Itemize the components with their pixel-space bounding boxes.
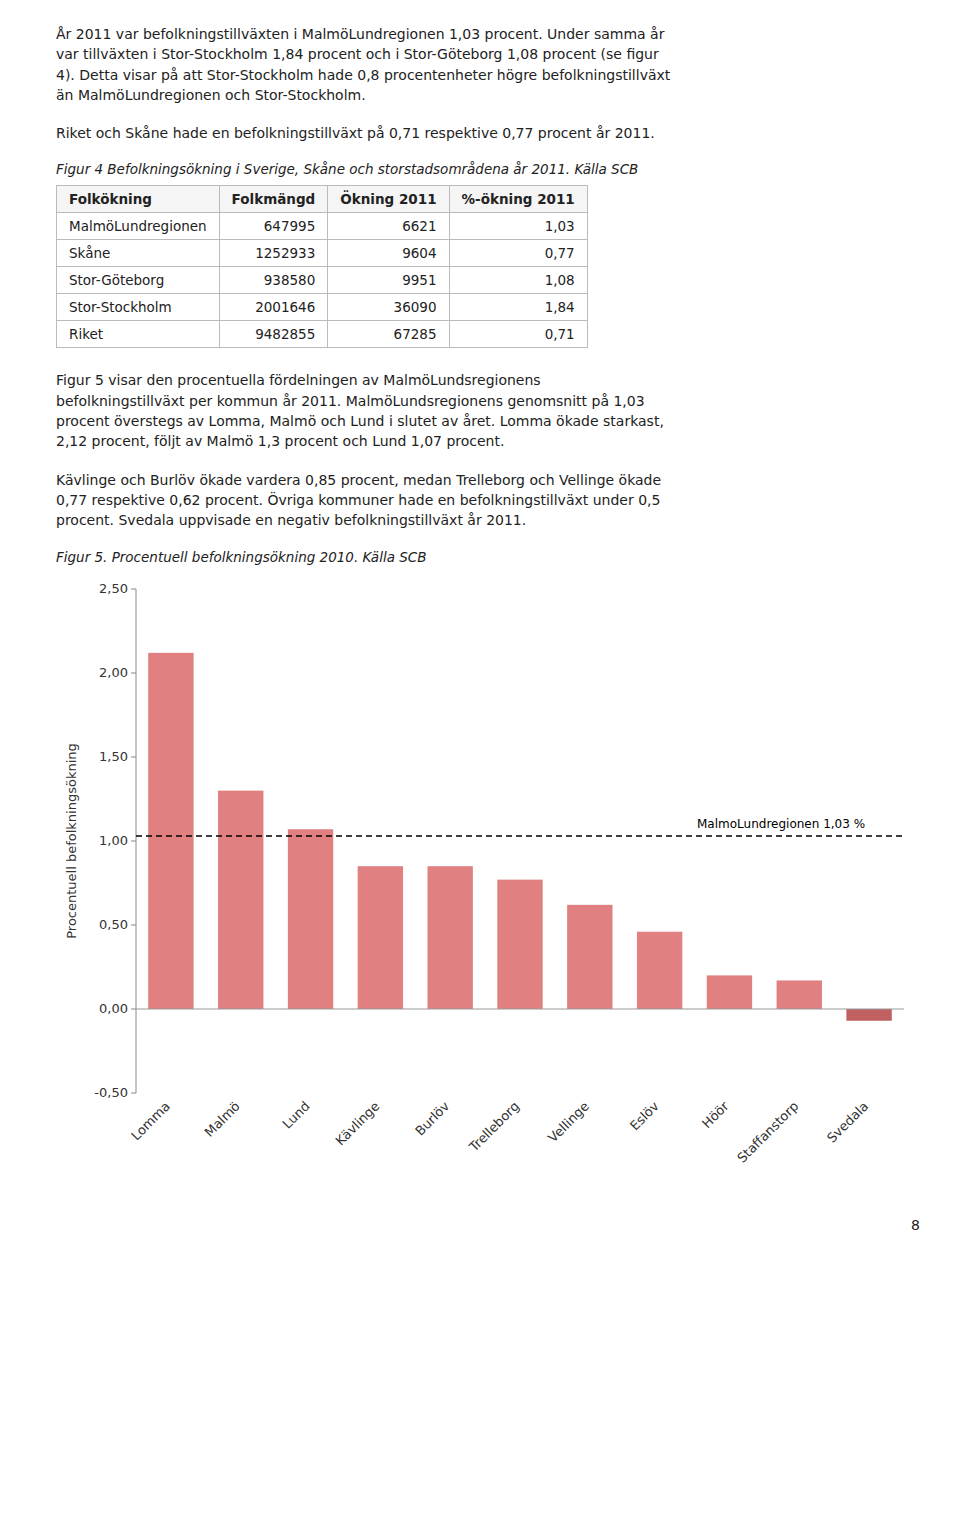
table-cell: MalmöLundregionen bbox=[57, 213, 220, 240]
table-header: %-ökning 2011 bbox=[449, 186, 587, 213]
bar bbox=[707, 975, 752, 1009]
bar bbox=[567, 904, 612, 1008]
x-axis: Lomma Malmö Lund Kävlinge Burlöv Trelleborg Ve… bbox=[128, 1098, 871, 1166]
table-cell: 0,71 bbox=[449, 321, 587, 348]
table-cell: 938580 bbox=[219, 267, 328, 294]
reference-line bbox=[136, 835, 904, 837]
y-axis-line bbox=[136, 589, 137, 1093]
y-tick-label: 0,00 bbox=[99, 1001, 128, 1016]
y-tick bbox=[131, 924, 136, 925]
bar bbox=[288, 829, 333, 1009]
table-cell: 1252933 bbox=[219, 240, 328, 267]
bar bbox=[637, 931, 682, 1008]
table: FolkökningFolkmängdÖkning 2011%-ökning 2… bbox=[56, 185, 588, 348]
table-cell: 67285 bbox=[328, 321, 449, 348]
y-tick-label: 1,50 bbox=[99, 749, 128, 764]
table-cell: 2001646 bbox=[219, 294, 328, 321]
table-cell: Skåne bbox=[57, 240, 220, 267]
bar bbox=[427, 866, 472, 1009]
x-tick-label: Lund bbox=[280, 1098, 313, 1131]
table-row: Stor-Stockholm2001646360901,84 bbox=[57, 294, 588, 321]
y-tick bbox=[131, 588, 136, 589]
paragraph: Riket och Skåne hade en befolkningstillv… bbox=[56, 123, 920, 143]
x-tick-label: Eslöv bbox=[627, 1098, 662, 1133]
paragraph: År 2011 var befolkningstillväxten i Malm… bbox=[56, 24, 920, 105]
table-header: Folkökning bbox=[57, 186, 220, 213]
table-header-row: FolkökningFolkmängdÖkning 2011%-ökning 2… bbox=[57, 186, 588, 213]
reference-label: MalmoLundregionen 1,03 % bbox=[697, 817, 865, 831]
table-row: Skåne125293396040,77 bbox=[57, 240, 588, 267]
y-tick bbox=[131, 672, 136, 673]
y-tick bbox=[131, 1092, 136, 1093]
x-tick-label: Svedala bbox=[824, 1098, 871, 1145]
y-tick-label: -0,50 bbox=[94, 1085, 128, 1100]
table-cell: 1,03 bbox=[449, 213, 587, 240]
table-cell: 0,77 bbox=[449, 240, 587, 267]
table-row: Riket9482855672850,71 bbox=[57, 321, 588, 348]
table-row: Stor-Göteborg93858099511,08 bbox=[57, 267, 588, 294]
bars bbox=[148, 652, 892, 1020]
table-header: Ökning 2011 bbox=[328, 186, 449, 213]
table-cell: Stor-Stockholm bbox=[57, 294, 220, 321]
table-cell: 9604 bbox=[328, 240, 449, 267]
table-cell: 9951 bbox=[328, 267, 449, 294]
x-tick-label: Kävlinge bbox=[333, 1098, 383, 1148]
bar bbox=[148, 652, 193, 1008]
table-header: Folkmängd bbox=[219, 186, 328, 213]
x-tick-label: Burlöv bbox=[412, 1098, 452, 1138]
table-cell: 1,08 bbox=[449, 267, 587, 294]
bar bbox=[777, 980, 822, 1009]
chart-title: Figur 5. Procentuell befolkningsökning 2… bbox=[56, 549, 920, 565]
y-axis: -0,50 0,00 0,50 1,00 1,50 2,00 2,50 bbox=[94, 581, 136, 1100]
y-tick-label: 2,00 bbox=[99, 665, 128, 680]
y-tick bbox=[131, 1008, 136, 1009]
page: År 2011 var befolkningstillväxten i Malm… bbox=[0, 0, 960, 1249]
zero-line bbox=[136, 1008, 904, 1009]
table-title: Figur 4 Befolkningsökning i Sverige, Skå… bbox=[56, 161, 920, 177]
y-tick-label: 2,50 bbox=[99, 581, 128, 596]
x-tick-label: Malmö bbox=[202, 1098, 243, 1139]
table-cell: 36090 bbox=[328, 294, 449, 321]
paragraph: Figur 5 visar den procentuella fördelnin… bbox=[56, 370, 920, 451]
y-tick bbox=[131, 840, 136, 841]
x-tick-label: Staffanstorp bbox=[734, 1098, 801, 1165]
y-tick-label: 1,00 bbox=[99, 833, 128, 848]
bar bbox=[218, 790, 263, 1008]
bar bbox=[846, 1009, 891, 1021]
table-cell: Riket bbox=[57, 321, 220, 348]
y-tick-label: 0,50 bbox=[99, 917, 128, 932]
table-cell: 647995 bbox=[219, 213, 328, 240]
bar bbox=[358, 866, 403, 1009]
y-axis-label: Procentuell befolkningsökning bbox=[64, 743, 79, 939]
bar bbox=[497, 879, 542, 1008]
paragraph: Kävlinge och Burlöv ökade vardera 0,85 p… bbox=[56, 470, 920, 531]
table-cell: 6621 bbox=[328, 213, 449, 240]
x-tick-label: Trelleborg bbox=[466, 1098, 522, 1154]
bar-chart: -0,50 0,00 0,50 1,00 1,50 2,00 2,50 Procentuell… bbox=[56, 573, 920, 1213]
reference-lines bbox=[136, 836, 904, 1009]
x-tick-label: Vellinge bbox=[545, 1098, 592, 1145]
x-tick-label: Lomma bbox=[128, 1098, 173, 1143]
table-row: MalmöLundregionen64799566211,03 bbox=[57, 213, 588, 240]
x-tick-label: Höör bbox=[699, 1098, 732, 1131]
y-tick bbox=[131, 756, 136, 757]
table-cell: 1,84 bbox=[449, 294, 587, 321]
table-cell: 9482855 bbox=[219, 321, 328, 348]
table-cell: Stor-Göteborg bbox=[57, 267, 220, 294]
page-number: 8 bbox=[56, 1217, 920, 1233]
